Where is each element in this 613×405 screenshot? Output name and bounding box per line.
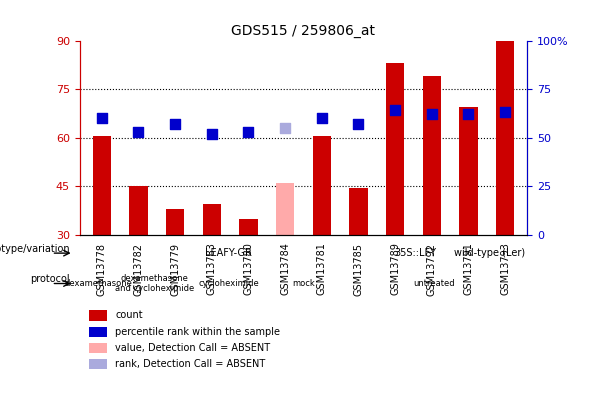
Bar — [93, 136, 111, 235]
Text: percentile rank within the sample: percentile rank within the sample — [115, 327, 281, 337]
Point — [427, 111, 436, 117]
Bar — [496, 40, 514, 235]
Bar — [349, 188, 368, 235]
Title: GDS515 / 259806_at: GDS515 / 259806_at — [232, 24, 375, 38]
Text: untreated: untreated — [413, 279, 455, 288]
Bar — [276, 183, 294, 235]
Text: dexamethasone: dexamethasone — [64, 279, 132, 288]
Bar — [89, 326, 107, 337]
Bar — [239, 219, 257, 235]
Point — [134, 129, 143, 135]
Bar — [459, 107, 478, 235]
Text: LEAFY-GR: LEAFY-GR — [205, 248, 253, 258]
Text: value, Detection Call = ABSENT: value, Detection Call = ABSENT — [115, 343, 270, 353]
Point — [170, 121, 180, 127]
Point — [354, 121, 364, 127]
Bar — [166, 209, 185, 235]
Bar — [89, 310, 107, 321]
Point — [390, 107, 400, 114]
Text: protocol: protocol — [30, 274, 70, 284]
Text: cycloheximide: cycloheximide — [199, 279, 259, 288]
Point — [317, 115, 327, 122]
Point — [463, 111, 473, 117]
Bar — [89, 359, 107, 369]
Bar — [129, 186, 148, 235]
Text: count: count — [115, 311, 143, 320]
Point — [500, 109, 510, 116]
Point — [97, 115, 107, 122]
Text: mock: mock — [292, 279, 315, 288]
Text: genotype/variation: genotype/variation — [0, 244, 70, 254]
Point — [243, 129, 253, 135]
Bar — [202, 204, 221, 235]
Point — [280, 125, 290, 131]
Text: rank, Detection Call = ABSENT: rank, Detection Call = ABSENT — [115, 359, 266, 369]
Bar — [313, 136, 331, 235]
Bar — [89, 343, 107, 353]
Bar — [422, 76, 441, 235]
Text: 35S::LFY: 35S::LFY — [394, 248, 436, 258]
Text: wild-type (Ler): wild-type (Ler) — [454, 248, 525, 258]
Point — [207, 130, 216, 137]
Bar — [386, 63, 405, 235]
Text: dexamethasone
and cycloheximide: dexamethasone and cycloheximide — [115, 274, 194, 293]
